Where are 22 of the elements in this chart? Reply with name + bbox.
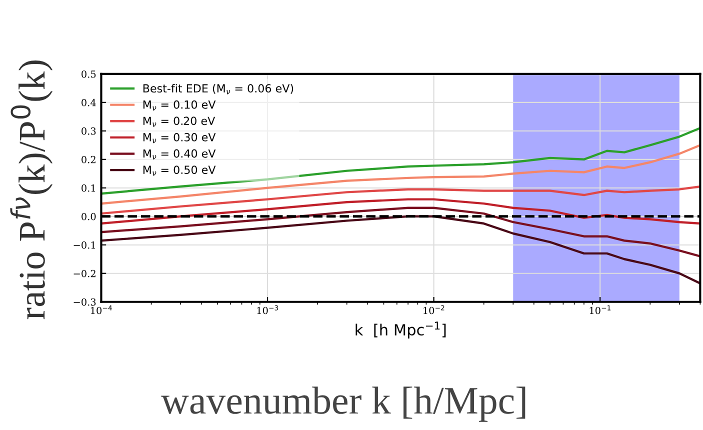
legend-label: M$_{ν}$ = 0.50 eV: [143, 166, 216, 176]
x-tick-label: 10$^{−3}$: [257, 305, 278, 314]
x-tick-label: 10$^{−4}$: [90, 305, 112, 314]
legend-label: Best-fit EDE (M$_{ν}$ = 0.06 eV): [143, 84, 294, 94]
text: wavenumber k [h/Mpc]: [160, 386, 526, 422]
legend-label: M$_{ν}$ = 0.20 eV: [143, 116, 216, 127]
y-tick-label: 0.4: [82, 98, 96, 106]
y-axis-title: ratio P$^{fν}$(k)/P$^{0}$(k): [10, 60, 53, 320]
y-tick-label: 0.1: [82, 184, 95, 192]
y-tick-label: 0.5: [82, 70, 96, 78]
x-tick-label: 10$^{−1}$: [590, 305, 611, 314]
y-tick-label: 0.3: [82, 127, 96, 135]
y-tick-label: −0.1: [74, 241, 95, 249]
x-axis-title: k [h Mpc$^{−1}$]: [356, 322, 446, 339]
x-tick-label: 10$^{−2}$: [424, 305, 444, 314]
y-tick-label: −0.3: [74, 298, 96, 306]
legend-label: M$_{ν}$ = 0.30 eV: [143, 132, 216, 144]
y-tick-label: 0.2: [82, 156, 96, 164]
legend-label: M$_{ν}$ = 0.40 eV: [143, 149, 216, 160]
legend-label: M$_{ν}$ = 0.10 eV: [143, 100, 216, 110]
y-tick-label: 0.0: [82, 212, 96, 220]
y-tick-label: −0.2: [74, 270, 96, 278]
